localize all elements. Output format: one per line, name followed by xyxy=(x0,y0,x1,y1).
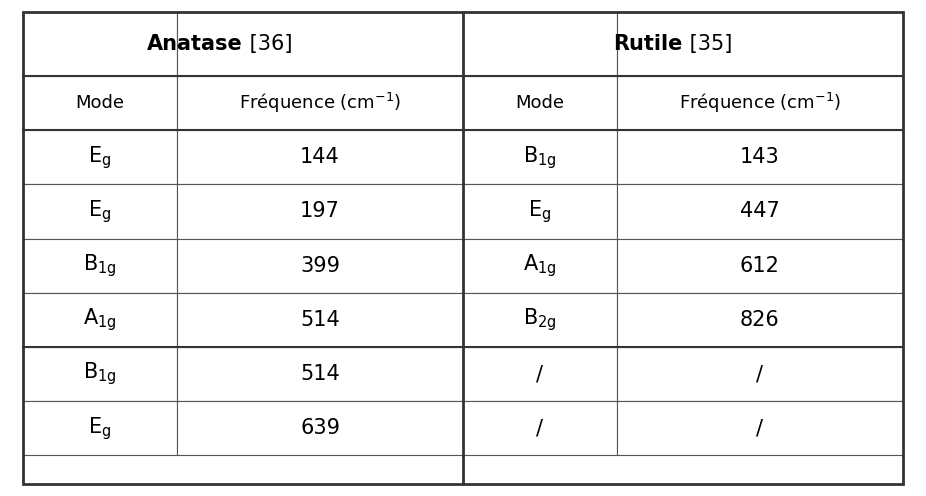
Text: /: / xyxy=(536,364,544,384)
Bar xyxy=(23,185,177,239)
Bar xyxy=(177,130,463,185)
Text: [35]: [35] xyxy=(683,34,732,54)
Text: $\mathregular{E_{g}}$: $\mathregular{E_{g}}$ xyxy=(89,144,112,171)
Text: /: / xyxy=(757,364,763,384)
Bar xyxy=(617,185,903,239)
Bar xyxy=(177,293,463,347)
Bar xyxy=(463,12,617,76)
Bar xyxy=(463,401,617,455)
Bar xyxy=(177,185,463,239)
Text: $\mathregular{E_{g}}$: $\mathregular{E_{g}}$ xyxy=(529,198,552,225)
Bar xyxy=(23,401,177,455)
Bar xyxy=(177,76,463,130)
Text: /: / xyxy=(536,418,544,438)
Text: $\mathregular{E_{g}}$: $\mathregular{E_{g}}$ xyxy=(89,415,112,441)
Bar xyxy=(23,130,177,185)
Bar xyxy=(23,76,177,130)
Text: [36]: [36] xyxy=(243,34,293,54)
Text: 514: 514 xyxy=(300,310,340,330)
Bar xyxy=(463,76,617,130)
Bar xyxy=(23,347,177,401)
Bar xyxy=(463,347,617,401)
Bar xyxy=(177,347,463,401)
Text: /: / xyxy=(757,418,763,438)
Bar xyxy=(617,12,903,76)
Text: $\mathregular{A_{1g}}$: $\mathregular{A_{1g}}$ xyxy=(523,252,557,279)
Bar xyxy=(177,12,463,76)
Bar xyxy=(463,130,617,185)
Text: $\mathregular{A_{1g}}$: $\mathregular{A_{1g}}$ xyxy=(83,307,117,333)
Bar xyxy=(617,401,903,455)
Text: 197: 197 xyxy=(300,201,340,222)
Text: 447: 447 xyxy=(740,201,780,222)
Bar xyxy=(463,293,617,347)
Bar xyxy=(23,12,177,76)
Bar xyxy=(177,401,463,455)
Bar xyxy=(617,130,903,185)
Text: Fréquence (cm$^{-1}$): Fréquence (cm$^{-1}$) xyxy=(679,91,841,115)
Text: Mode: Mode xyxy=(76,94,125,112)
Text: Fréquence (cm$^{-1}$): Fréquence (cm$^{-1}$) xyxy=(239,91,401,115)
Text: $\mathregular{B_{1g}}$: $\mathregular{B_{1g}}$ xyxy=(83,252,117,279)
Text: $\mathregular{B_{1g}}$: $\mathregular{B_{1g}}$ xyxy=(523,144,557,171)
Text: Mode: Mode xyxy=(516,94,565,112)
Text: 612: 612 xyxy=(740,255,780,276)
Text: 639: 639 xyxy=(300,418,340,438)
Text: 144: 144 xyxy=(300,147,340,167)
Bar xyxy=(617,239,903,293)
Text: $\mathregular{E_{g}}$: $\mathregular{E_{g}}$ xyxy=(89,198,112,225)
Text: 399: 399 xyxy=(300,255,340,276)
Text: Rutile: Rutile xyxy=(614,34,683,54)
Bar xyxy=(23,239,177,293)
Text: 514: 514 xyxy=(300,364,340,384)
Bar xyxy=(463,239,617,293)
Text: Anatase: Anatase xyxy=(147,34,243,54)
Bar xyxy=(617,347,903,401)
Text: 826: 826 xyxy=(740,310,780,330)
Bar xyxy=(177,239,463,293)
Bar xyxy=(463,185,617,239)
Bar xyxy=(617,76,903,130)
Bar xyxy=(23,293,177,347)
Text: $\mathregular{B_{1g}}$: $\mathregular{B_{1g}}$ xyxy=(83,361,117,387)
Text: $\mathregular{B_{2g}}$: $\mathregular{B_{2g}}$ xyxy=(523,307,557,333)
Text: 143: 143 xyxy=(740,147,780,167)
Bar xyxy=(617,293,903,347)
